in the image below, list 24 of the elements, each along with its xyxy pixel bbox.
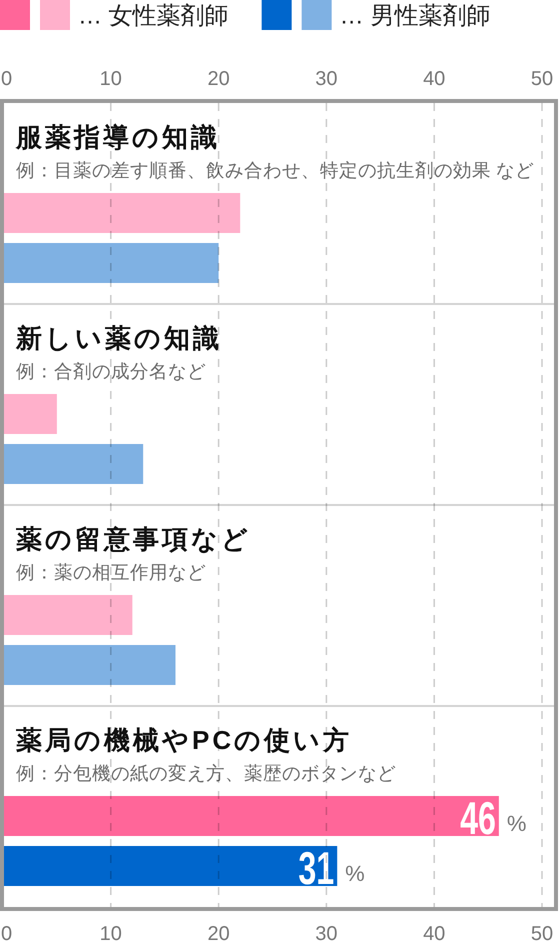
y-tick-label: 服薬指導の知識 <box>15 122 220 152</box>
legend-label: … 女性薬剤師 <box>78 2 229 30</box>
y-tick-label: 薬の留意事項など <box>15 524 251 554</box>
x-tick-label: 30 <box>315 923 338 944</box>
y-tick-label: 新しい薬の知識 <box>15 323 222 353</box>
annotation: 例：分包機の紙の変え方、薬歴のボタンなど <box>16 762 396 784</box>
x2-tick-label: 40 <box>423 68 446 90</box>
x-tick-label: 0 <box>1 923 12 944</box>
x-tick-label: 40 <box>423 923 446 944</box>
legend-label: … 男性薬剤師 <box>340 2 490 30</box>
annotation: 例：合剤の成分名など <box>16 360 206 382</box>
x-tick-label: 10 <box>100 923 122 944</box>
annotation: 例：薬の相互作用など <box>16 562 206 582</box>
x-tick-label: 20 <box>207 923 230 944</box>
data-label: 46% <box>460 793 526 844</box>
x2-tick-label: 50 <box>530 68 554 90</box>
annotation: 例：目薬の差す順番、飲み合わせ、特定の抗生剤の効果 など <box>16 160 534 180</box>
y-tick-label: 薬局の機械やPCの使い方 <box>15 725 352 755</box>
x2-tick-label: 10 <box>100 68 122 90</box>
x2-tick-label: 0 <box>1 68 12 90</box>
x-tick-label: 50 <box>530 923 554 944</box>
x2-tick-label: 20 <box>207 68 230 90</box>
data-label: 31% <box>298 843 365 894</box>
x2-tick-label: 30 <box>315 68 338 90</box>
